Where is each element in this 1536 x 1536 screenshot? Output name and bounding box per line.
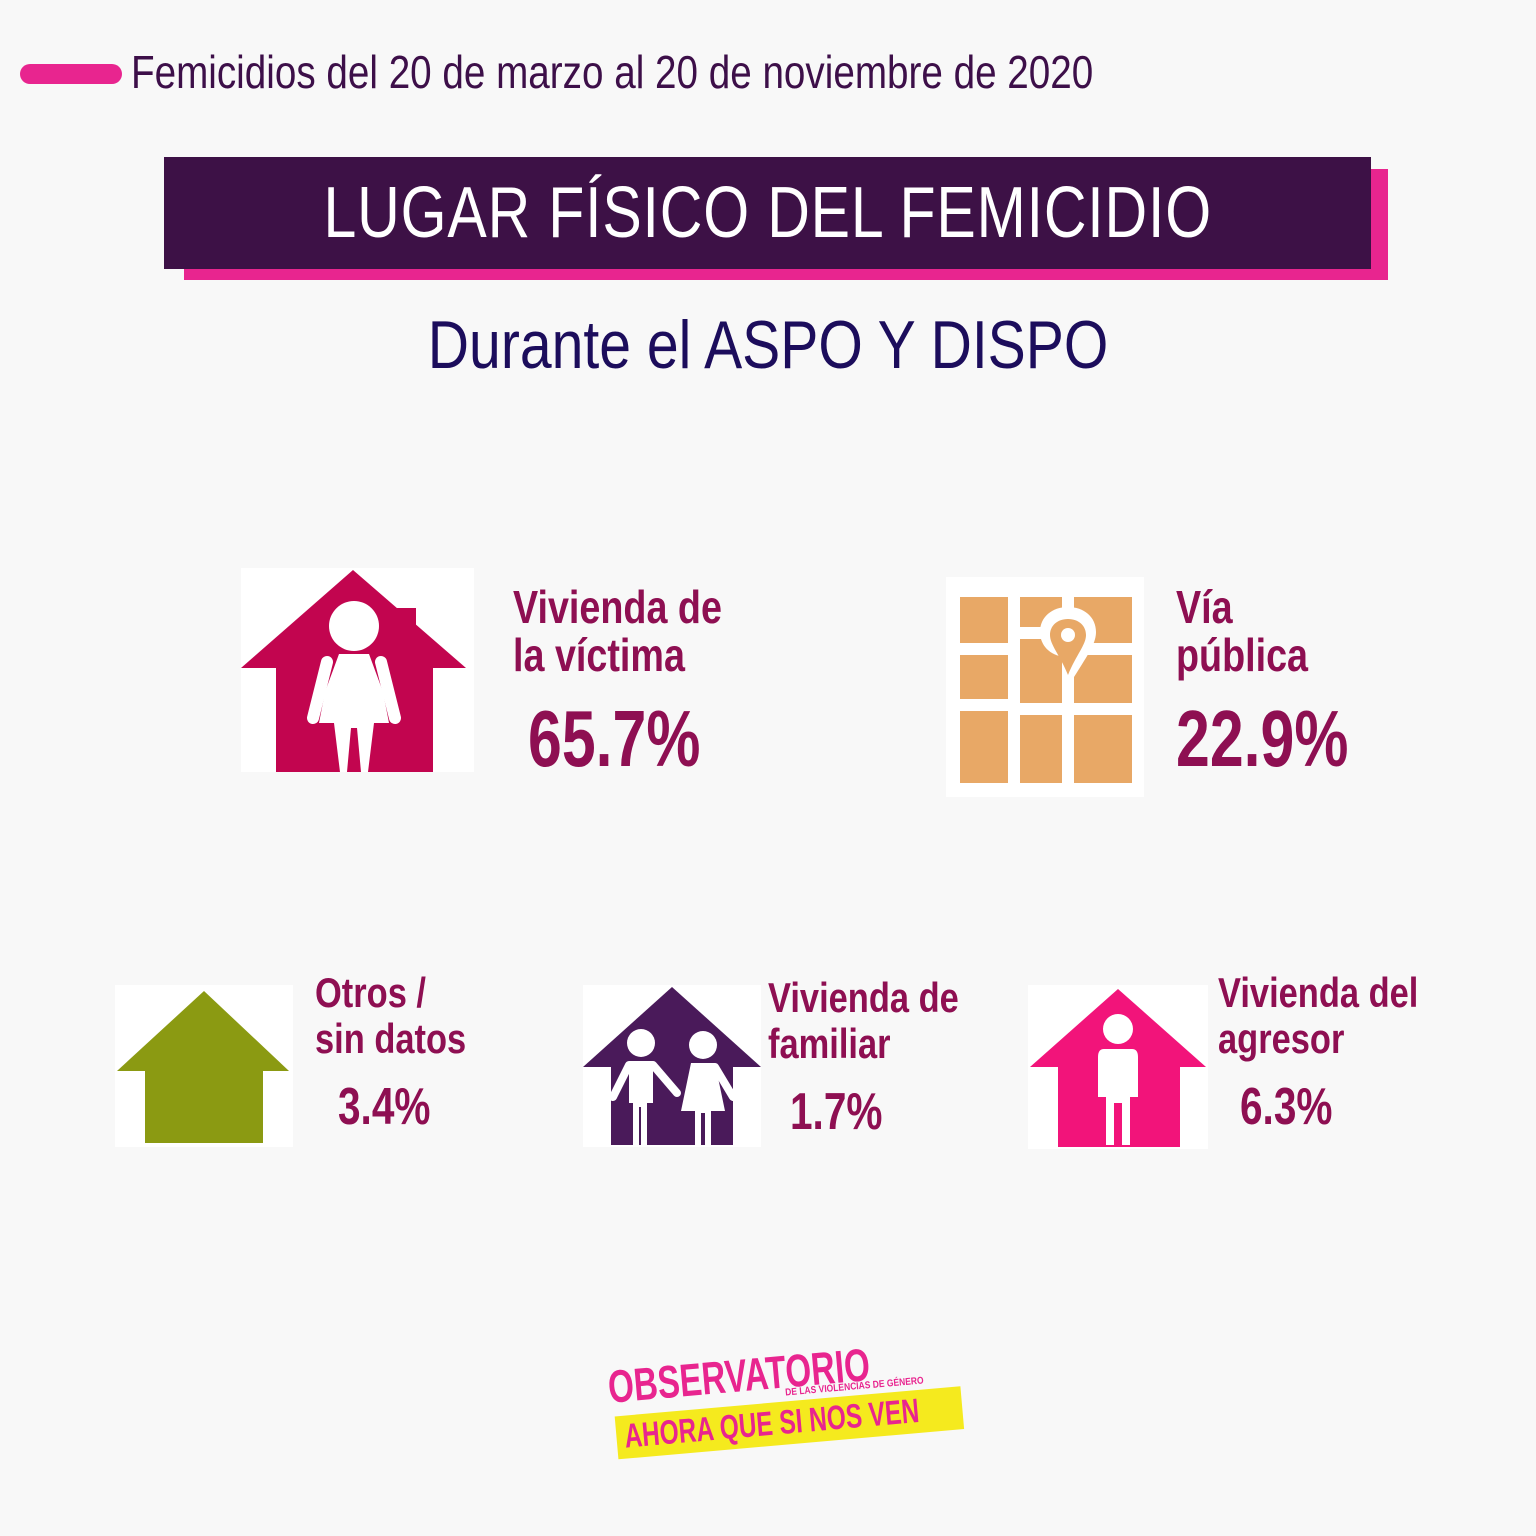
observatorio-logo: OBSERVATORIO DE LAS VIOLENCIAS DE GÉNERO…	[600, 1338, 964, 1480]
item-label-via-publica: Vía pública	[1176, 581, 1309, 681]
house-icon	[115, 985, 293, 1147]
page-subtitle: Durante el ASPO Y DISPO	[427, 307, 1109, 383]
title-banner: LUGAR FÍSICO DEL FEMICIDIO	[164, 157, 1371, 269]
item-value-vivienda-agresor: 6.3%	[1240, 1078, 1333, 1136]
header-accent-bar	[20, 64, 122, 84]
item-label-vivienda-victima: Vivienda de la víctima	[513, 581, 722, 681]
item-label-vivienda-familiar: Vivienda de familiar	[768, 974, 959, 1067]
map-pin-icon	[946, 577, 1144, 797]
item-label-otros: Otros / sin datos	[315, 969, 467, 1062]
house-woman-icon	[241, 568, 474, 772]
page-title: LUGAR FÍSICO DEL FEMICIDIO	[323, 173, 1212, 253]
header-date-range: Femicidios del 20 de marzo al 20 de novi…	[131, 46, 1094, 98]
item-value-otros: 3.4%	[338, 1078, 431, 1136]
item-value-via-publica: 22.9%	[1176, 694, 1349, 783]
item-value-vivienda-victima: 65.7%	[528, 694, 701, 783]
house-man-icon	[1028, 985, 1208, 1149]
house-family-icon	[583, 985, 761, 1147]
item-value-vivienda-familiar: 1.7%	[790, 1083, 883, 1141]
item-label-vivienda-agresor: Vivienda del agresor	[1218, 969, 1419, 1062]
